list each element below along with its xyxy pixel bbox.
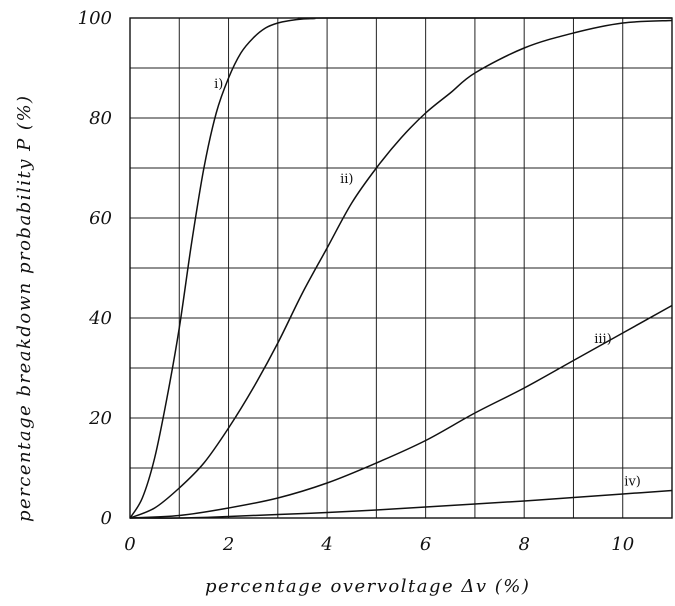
x-tick-label: 8: [518, 534, 529, 555]
series-line-iii: [129, 304, 673, 519]
x-tick-label: 0: [124, 534, 135, 555]
series-labels: i) ii) iii) iv): [214, 77, 641, 490]
y-tick-label: 80: [89, 108, 112, 129]
curves: [129, 17, 673, 519]
grid: [130, 18, 672, 518]
series-label-iii: iii): [594, 332, 612, 347]
y-axis-title: percentage breakdown probability P (%): [14, 94, 35, 522]
y-tick-label: 100: [78, 8, 112, 29]
x-axis-title: percentage overvoltage Δv (%): [205, 576, 530, 597]
y-tick-label: 60: [89, 208, 112, 229]
series-line-iv: [129, 489, 673, 519]
series-label-ii: ii): [340, 172, 353, 187]
series-label-iv: iv): [624, 475, 641, 490]
x-tick-label: 6: [420, 534, 431, 555]
y-tick-label: 20: [88, 408, 112, 429]
x-tick-label: 2: [222, 534, 234, 555]
series-label-i: i): [214, 77, 223, 92]
x-tick-label: 10: [611, 534, 634, 555]
y-tick-label: 40: [88, 308, 112, 329]
y-tick-label: 0: [101, 508, 112, 529]
x-tick-label: 4: [320, 534, 332, 555]
series-line-ii: [129, 19, 673, 519]
series-line-i: [129, 17, 673, 519]
